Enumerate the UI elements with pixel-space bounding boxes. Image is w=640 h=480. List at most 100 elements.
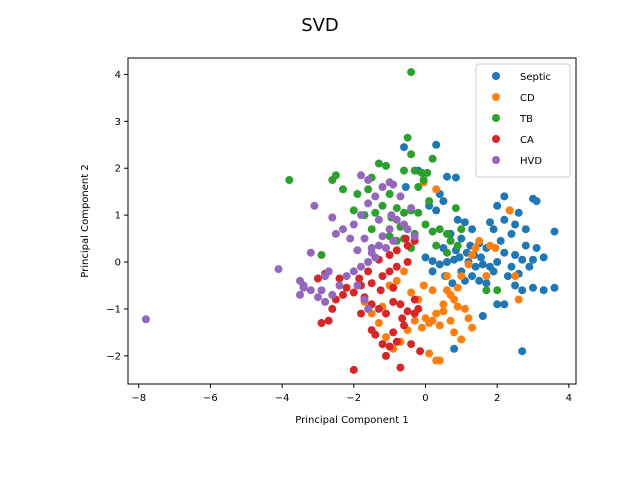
point-tb-26 [414,208,423,217]
point-ca-0 [401,234,410,243]
point-cd-18 [450,295,459,304]
point-tb-30 [443,229,451,238]
point-ca-33 [385,342,394,351]
point-cd-20 [410,316,419,325]
point-cd-50 [419,281,428,290]
point-ca-8 [385,267,394,276]
point-septic-48 [468,272,477,281]
point-cd-45 [443,272,451,281]
point-septic-24 [532,244,541,252]
point-septic-3 [451,173,460,182]
point-ca-7 [392,262,401,271]
y-tick-label: 4 [115,70,121,81]
legend-marker-septic [492,72,500,80]
point-septic-52 [489,267,498,276]
point-tb-38 [317,251,326,259]
point-hvd-20 [403,225,412,234]
point-hvd-11 [349,267,358,276]
point-hvd-13 [364,258,373,266]
point-hvd-22 [331,229,340,238]
point-cd-44 [491,244,500,252]
point-septic-65 [448,279,457,288]
point-septic-40 [428,257,437,266]
point-cd-7 [464,260,473,269]
point-hvd-30 [396,192,405,201]
point-hvd-44 [353,281,362,290]
legend-box [475,63,571,178]
point-hvd-39 [360,234,369,243]
point-hvd-49 [374,215,383,224]
point-cd-37 [432,356,441,365]
point-septic-73 [507,262,516,271]
point-ca-6 [403,258,412,266]
point-septic-33 [478,260,487,269]
point-ca-20 [342,283,351,292]
point-hvd-1 [274,265,283,274]
point-cd-41 [482,272,491,281]
point-ca-12 [349,288,358,297]
plot-frame [127,57,577,385]
y-tick-label: 2 [115,164,121,175]
point-hvd-23 [339,225,347,234]
point-septic-51 [482,279,491,288]
point-septic-58 [550,283,559,292]
point-cd-39 [464,314,473,323]
point-tb-18 [349,206,358,215]
point-cd-14 [417,323,426,332]
x-axis-label: Principal Component 1 [295,415,408,426]
point-cd-16 [435,321,444,330]
point-septic-5 [401,183,410,191]
y-axis-ticks: −2 −1 0 1 2 3 4 [106,70,128,362]
point-tb-16 [328,176,337,184]
legend-label-tb: TB [519,114,533,125]
point-hvd-27 [371,192,380,201]
point-cd-8 [457,272,466,281]
point-septic-59 [493,300,502,309]
point-tb-22 [385,190,394,198]
point-septic-7 [439,197,448,206]
point-cd-51 [407,288,416,297]
point-tb-10 [382,161,390,170]
point-tb-31 [446,236,455,245]
point-septic-11 [460,218,469,227]
point-hvd-24 [349,220,358,229]
point-tb-24 [400,208,408,217]
legend-marker-ca [492,135,500,143]
point-tb-1 [403,133,412,142]
point-ca-30 [400,321,408,330]
point-tb-13 [364,185,373,194]
point-septic-38 [443,258,451,266]
point-hvd-40 [382,244,390,252]
point-ca-34 [392,337,401,346]
point-tb-48 [425,197,434,206]
x-tick-label: 2 [494,393,500,404]
point-septic-61 [518,347,527,356]
point-hvd-53 [371,253,380,262]
point-hvd-48 [346,234,355,243]
point-cd-42 [511,272,520,281]
point-hvd-47 [353,246,362,255]
legend-marker-tb [492,114,500,122]
point-ca-3 [392,246,401,255]
point-septic-56 [529,283,537,292]
points-layer [141,68,559,374]
point-cd-30 [392,276,401,285]
legend-label-cd: CD [520,93,535,104]
point-septic-22 [507,229,516,238]
point-tb-8 [428,154,437,163]
point-ca-26 [396,300,405,309]
point-ca-31 [389,328,398,337]
point-septic-28 [518,255,527,264]
legend: Septic CD TB CA HVD [475,63,571,178]
point-hvd-51 [317,286,326,295]
point-ca-46 [376,286,385,295]
point-cd-12 [432,309,441,318]
point-cd-6 [468,251,477,259]
point-cd-24 [382,333,390,342]
point-hvd-21 [410,232,419,241]
x-tick-label: −4 [275,393,290,404]
point-septic-17 [493,201,502,210]
point-tb-41 [453,241,462,250]
y-axis-label: Principal Component 2 [80,164,91,277]
point-hvd-45 [360,295,369,304]
